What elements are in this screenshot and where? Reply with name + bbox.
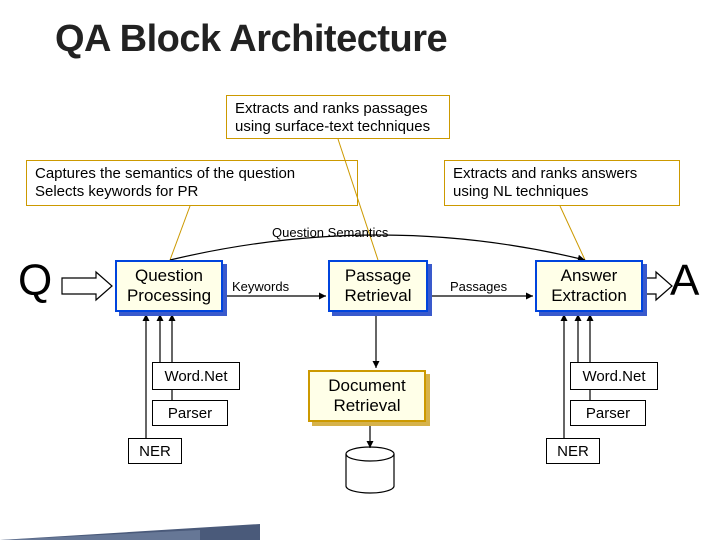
tool-left-wordnet-label: Word.Net bbox=[164, 368, 227, 385]
box-qp-label: Question Processing bbox=[117, 266, 221, 305]
tool-right-ner-label: NER bbox=[557, 443, 589, 460]
tool-right-parser-label: Parser bbox=[586, 405, 630, 422]
box-question-processing: Question Processing bbox=[115, 260, 223, 312]
arrow-q-to-qp bbox=[62, 272, 112, 300]
box-pr-label: Passage Retrieval bbox=[330, 266, 426, 305]
box-document-retrieval: Document Retrieval bbox=[308, 370, 426, 422]
label-keywords: Keywords bbox=[232, 280, 289, 294]
datastore-cylinder bbox=[346, 447, 394, 493]
slide-title: QA Block Architecture bbox=[55, 18, 447, 61]
callout-top-text: Extracts and ranks passages using surfac… bbox=[235, 100, 430, 135]
box-ae-label: Answer Extraction bbox=[537, 266, 641, 305]
letter-q: Q bbox=[18, 256, 52, 306]
tool-right-ner: NER bbox=[546, 438, 600, 464]
callout-right-text: Extracts and ranks answers using NL tech… bbox=[453, 165, 637, 200]
slide-accent-2 bbox=[0, 530, 200, 540]
callout-left-line1: Captures the semantics of the question bbox=[35, 165, 295, 182]
tool-left-ner: NER bbox=[128, 438, 182, 464]
arrow-ae-to-a bbox=[646, 272, 672, 300]
tool-right-parser: Parser bbox=[570, 400, 646, 426]
callout-left: Captures the semantics of the question S… bbox=[26, 160, 358, 206]
box-passage-retrieval: Passage Retrieval bbox=[328, 260, 428, 312]
tool-right-wordnet: Word.Net bbox=[570, 362, 658, 390]
tool-left-ner-label: NER bbox=[139, 443, 171, 460]
tool-right-wordnet-label: Word.Net bbox=[582, 368, 645, 385]
box-answer-extraction: Answer Extraction bbox=[535, 260, 643, 312]
tool-left-wordnet: Word.Net bbox=[152, 362, 240, 390]
tool-left-parser-label: Parser bbox=[168, 405, 212, 422]
callout-top: Extracts and ranks passages using surfac… bbox=[226, 95, 450, 139]
callout-left-line2: Selects keywords for PR bbox=[35, 183, 198, 200]
label-question-semantics: Question Semantics bbox=[272, 226, 388, 240]
tool-left-parser: Parser bbox=[152, 400, 228, 426]
label-passages: Passages bbox=[450, 280, 507, 294]
letter-a: A bbox=[670, 256, 699, 306]
callout-right: Extracts and ranks answers using NL tech… bbox=[444, 160, 680, 206]
box-dr-label: Document Retrieval bbox=[310, 376, 424, 415]
